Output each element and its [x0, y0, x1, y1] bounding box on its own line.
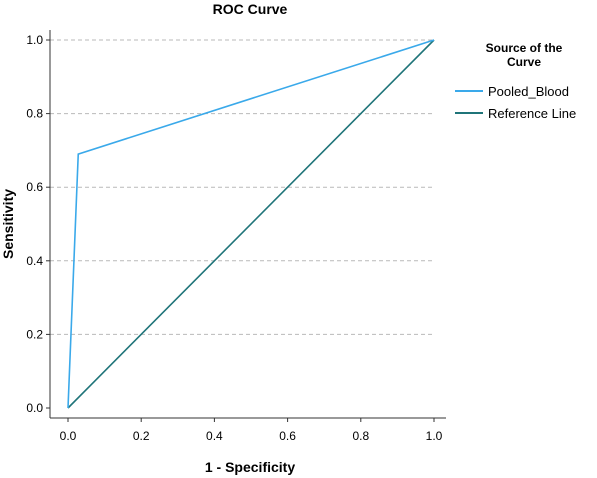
- plot-area: [67, 39, 435, 409]
- series-line-pooled-blood: [67, 39, 435, 409]
- legend-title-line1: Source of the: [486, 41, 563, 55]
- y-axis-label: Sensitivity: [0, 189, 16, 259]
- x-tick-label: 0.4: [206, 429, 223, 443]
- x-tick-label: 0.0: [60, 429, 77, 443]
- y-tick-label: 0.8: [26, 107, 43, 121]
- y-tick-label: 0.0: [26, 401, 43, 415]
- legend: Source of the Curve Pooled_Blood Referenc…: [455, 41, 576, 121]
- x-tick-label: 0.6: [279, 429, 296, 443]
- chart-title: ROC Curve: [213, 1, 288, 17]
- x-tick-label: 0.8: [352, 429, 369, 443]
- legend-label: Pooled_Blood: [488, 84, 569, 99]
- series-line-reference-line: [67, 39, 435, 409]
- gridlines: [50, 39, 434, 335]
- legend-label: Reference Line: [488, 106, 576, 121]
- x-tick-label: 1.0: [426, 429, 443, 443]
- y-tick-label: 0.4: [26, 254, 43, 268]
- legend-entries: Pooled_Blood Reference Line: [455, 84, 576, 121]
- legend-title-line2: Curve: [507, 55, 541, 69]
- x-tick-label: 0.2: [133, 429, 150, 443]
- y-tick-label: 1.0: [26, 33, 43, 47]
- y-tick-label: 0.6: [26, 180, 43, 194]
- x-axis-label: 1 - Specificity: [205, 459, 295, 475]
- axis-ticks: 0.0 0.2 0.4 0.6 0.8 1.0 0.0 0.2 0.4 0.6 0.8 1.0: [26, 33, 442, 443]
- y-tick-label: 0.2: [26, 327, 43, 341]
